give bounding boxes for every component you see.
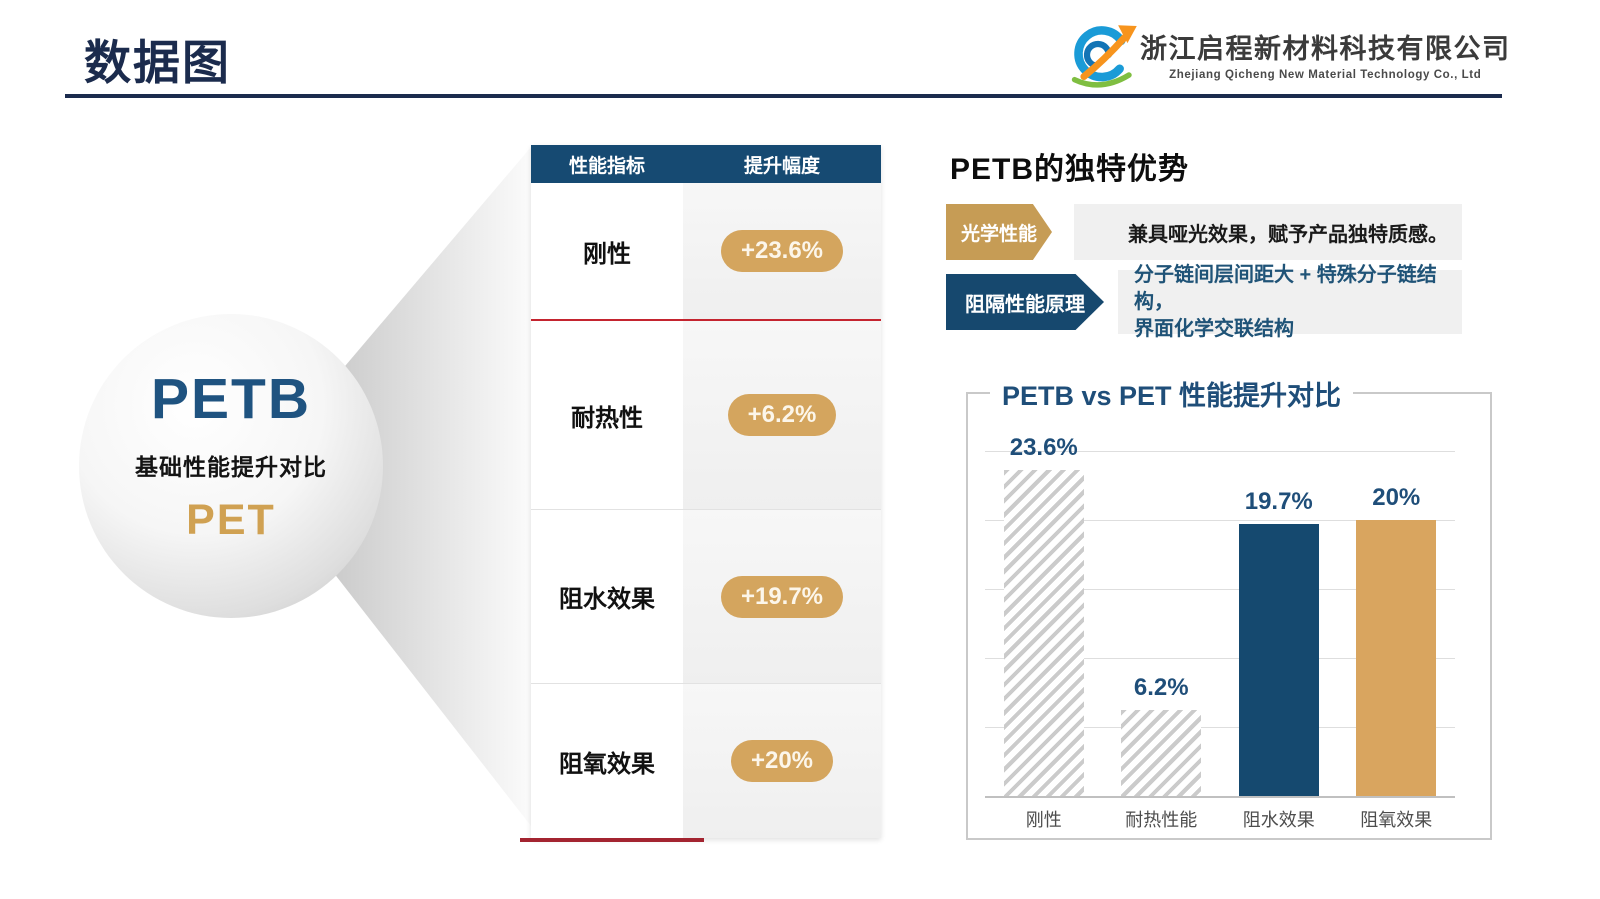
row-label: 耐热性 xyxy=(531,321,683,509)
chart-title: PETB vs PET 性能提升对比 xyxy=(990,374,1354,413)
row-value-cell: +23.6% xyxy=(683,183,881,319)
gridline xyxy=(985,451,1455,452)
gridline xyxy=(985,520,1455,521)
advantage-item-optical: 光学性能 兼具哑光效果，赋予产品独特质感。 xyxy=(946,204,1462,260)
table-row: 耐热性 +6.2% xyxy=(531,321,881,510)
category-label: 阻水效果 xyxy=(1242,810,1315,830)
chart-plot-area: 23.6% 6.2% 19.7% 20% xyxy=(985,394,1455,796)
company-name-zh: 浙江启程新材料科技有限公司 xyxy=(1140,34,1511,64)
value-badge: +6.2% xyxy=(727,394,837,436)
logo-text: 浙江启程新材料科技有限公司 Zhejiang Qicheng New Mater… xyxy=(1140,27,1511,81)
row-value-cell: +19.7% xyxy=(683,510,881,683)
row-label: 阻水效果 xyxy=(531,510,683,683)
header-rule xyxy=(65,94,1502,98)
table-header-metric: 性能指标 xyxy=(568,155,645,177)
table-row: 阻水效果 +19.7% xyxy=(531,510,881,684)
page-title: 数据图 xyxy=(84,36,231,89)
company-name-en: Zhejiang Qicheng New Material Technology… xyxy=(1169,69,1482,81)
gridline xyxy=(985,589,1455,590)
chart-baseline xyxy=(985,796,1455,798)
sphere-petb-label: PETB xyxy=(150,367,312,431)
bar-value-label: 19.7% xyxy=(1244,488,1313,516)
chart-bars: 23.6% 6.2% 19.7% 20% xyxy=(985,394,1455,796)
bar-slot: 20% xyxy=(1338,394,1456,796)
table-row: 刚性 +23.6% xyxy=(531,183,881,321)
bar-slot: 23.6% xyxy=(985,394,1103,796)
value-badge: +19.7% xyxy=(720,575,844,618)
gridline xyxy=(985,658,1455,659)
category-label: 耐热性能 xyxy=(1125,810,1198,830)
bar-value-label: 23.6% xyxy=(1009,434,1078,462)
bar-value-label: 6.2% xyxy=(1133,674,1189,702)
row-value-cell: +20% xyxy=(683,684,881,838)
chart-bar xyxy=(1238,524,1319,796)
advantage-item-barrier: 阻隔性能原理 分子链间层间距大 + 特殊分子链结构， 界面化学交联结构 xyxy=(946,264,1462,340)
table-row: 阻氧效果 +20% xyxy=(531,684,881,838)
row-value-cell: +6.2% xyxy=(683,321,881,509)
chart-bar xyxy=(1121,710,1202,796)
table-bottom-accent xyxy=(520,838,704,842)
company-logo: 浙江启程新材料科技有限公司 Zhejiang Qicheng New Mater… xyxy=(1062,18,1509,90)
bar-slot: 6.2% xyxy=(1103,394,1221,796)
row-label: 阻氧效果 xyxy=(531,684,683,838)
category-label: 阻氧效果 xyxy=(1360,810,1433,830)
advantage-text: 分子链间层间距大 + 特殊分子链结构， 界面化学交联结构 xyxy=(1118,264,1462,340)
chart-bar xyxy=(1003,470,1084,796)
table-header-row: 性能指标 提升幅度 xyxy=(531,145,881,183)
bar-slot: 19.7% xyxy=(1220,394,1338,796)
value-badge: +20% xyxy=(730,740,834,782)
row-label: 刚性 xyxy=(531,183,683,319)
value-badge: +23.6% xyxy=(720,230,844,272)
chart-bar xyxy=(1356,520,1437,796)
bar-chart-panel: PETB vs PET 性能提升对比 23.6% 6.2% 19.7% 20% 刚性 耐… xyxy=(966,374,1492,840)
performance-table: 性能指标 提升幅度 刚性 +23.6% 耐热性 +6.2% 阻水效果 +19.7… xyxy=(520,145,881,842)
logo-q-icon xyxy=(1071,25,1137,88)
chart-category-labels: 刚性 耐热性能 阻水效果 阻氧效果 xyxy=(985,806,1455,832)
bar-value-label: 20% xyxy=(1372,484,1421,511)
table-header-improvement: 提升幅度 xyxy=(743,155,820,177)
category-label: 刚性 xyxy=(1025,810,1062,830)
advantages-heading: PETB的独特优势 xyxy=(950,153,1190,186)
sphere-subtitle: 基础性能提升对比 xyxy=(135,454,327,480)
sphere-pet-label: PET xyxy=(186,496,276,544)
advantage-tag: 光学性能 xyxy=(946,204,1052,260)
gridline xyxy=(985,727,1455,728)
petb-sphere: PETB 基础性能提升对比 PET xyxy=(79,314,383,618)
advantage-text: 兼具哑光效果，赋予产品独特质感。 xyxy=(1074,204,1462,260)
advantage-tag: 阻隔性能原理 xyxy=(946,274,1104,330)
